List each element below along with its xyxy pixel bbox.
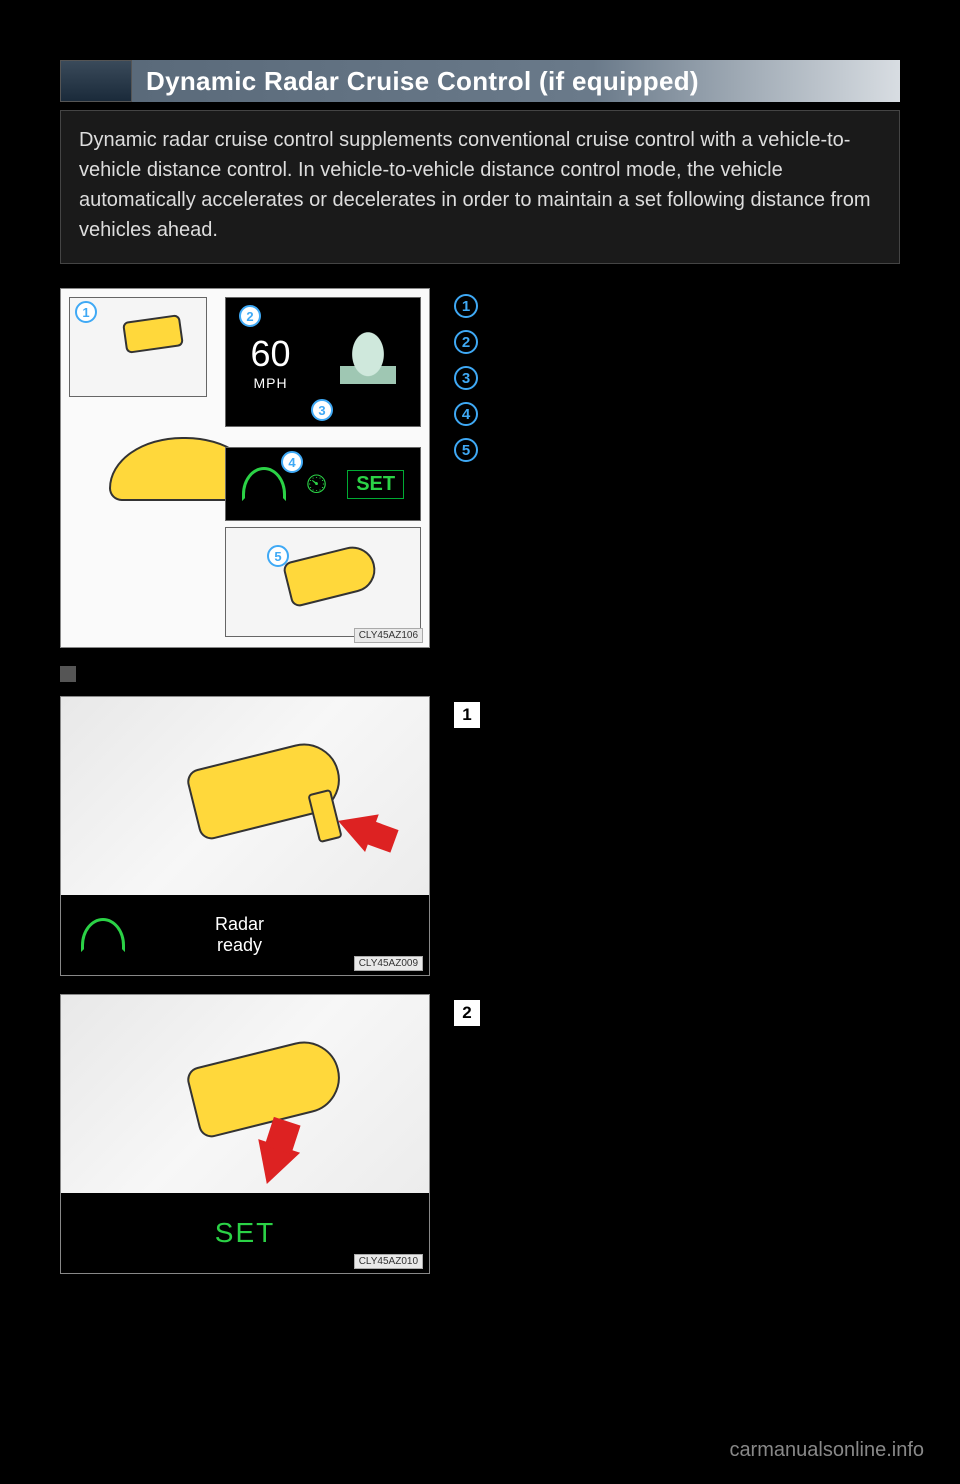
push-down-arrow-icon bbox=[246, 1139, 300, 1191]
diagram-callout-5: 5 bbox=[267, 545, 289, 567]
intro-text: Dynamic radar cruise control supplements… bbox=[79, 125, 881, 245]
radar-ready-icon bbox=[242, 467, 286, 501]
watermark: carmanualsonline.info bbox=[729, 1439, 924, 1462]
section-bullet-icon bbox=[60, 666, 76, 682]
callout-3: 3 bbox=[454, 366, 478, 390]
radar-ready-icon bbox=[81, 918, 125, 952]
diagram-callout-2: 2 bbox=[239, 305, 261, 327]
set-speed-value: 60 bbox=[250, 333, 290, 375]
step1-row: Radar ready CLY45AZ009 1 bbox=[60, 696, 900, 976]
step2-row: SET CLY45AZ010 2 bbox=[60, 994, 900, 1274]
overview-diagram-wrap: 1 60 MPH 2 3 ⏲ SET 4 5 CLY45AZ106 bbox=[60, 288, 430, 648]
diagram-callout-1: 1 bbox=[75, 301, 97, 323]
step-2-number: 2 bbox=[454, 1000, 480, 1026]
step1-diagram: Radar ready CLY45AZ009 bbox=[60, 696, 430, 976]
callout-5: 5 bbox=[454, 438, 478, 462]
diagram-callout-3: 3 bbox=[311, 399, 333, 421]
set-speed-readout: 60 MPH bbox=[250, 333, 290, 391]
title-bar: Dynamic Radar Cruise Control (if equippe… bbox=[60, 60, 900, 102]
image-code: CLY45AZ010 bbox=[354, 1254, 423, 1269]
title-thumbnail-icon bbox=[60, 60, 132, 102]
image-code: CLY45AZ106 bbox=[354, 628, 423, 643]
overview-row: 1 60 MPH 2 3 ⏲ SET 4 5 CLY45AZ106 bbox=[60, 288, 900, 648]
page-title: Dynamic Radar Cruise Control (if equippe… bbox=[146, 66, 699, 97]
step1-content: 1 bbox=[454, 696, 900, 976]
radar-ready-line1: Radar bbox=[215, 914, 264, 935]
step2-upper bbox=[61, 995, 429, 1195]
section-marker bbox=[60, 666, 900, 682]
step1-diagram-wrap: Radar ready CLY45AZ009 bbox=[60, 696, 430, 976]
intro-box: Dynamic radar cruise control supplements… bbox=[60, 110, 900, 264]
inset-cruise-lever bbox=[225, 527, 421, 637]
radar-ready-text: Radar ready bbox=[215, 914, 264, 955]
set-indicator-label: SET bbox=[347, 470, 404, 499]
title-band: Dynamic Radar Cruise Control (if equippe… bbox=[132, 60, 900, 102]
cruise-lever-icon bbox=[185, 1034, 348, 1140]
set-indicator-label: SET bbox=[215, 1217, 275, 1249]
press-arrow-icon bbox=[331, 802, 379, 852]
step2-content: 2 bbox=[454, 994, 900, 1274]
callout-4: 4 bbox=[454, 402, 478, 426]
cruise-indicator-icon: ⏲ bbox=[306, 468, 328, 501]
callout-1: 1 bbox=[454, 294, 478, 318]
step2-diagram: SET CLY45AZ010 bbox=[60, 994, 430, 1274]
diagram-callout-4: 4 bbox=[281, 451, 303, 473]
step1-upper bbox=[61, 697, 429, 897]
callout-2: 2 bbox=[454, 330, 478, 354]
cruise-lever-icon bbox=[282, 542, 380, 608]
callout-list: 1 2 3 4 5 bbox=[454, 288, 900, 648]
set-speed-unit: MPH bbox=[250, 375, 290, 391]
vehicle-ahead-icon bbox=[340, 323, 396, 401]
overview-diagram: 1 60 MPH 2 3 ⏲ SET 4 5 CLY45AZ106 bbox=[60, 288, 430, 648]
step2-diagram-wrap: SET CLY45AZ010 bbox=[60, 994, 430, 1274]
radar-ready-line2: ready bbox=[215, 935, 264, 956]
inset-indicators: ⏲ SET bbox=[225, 447, 421, 521]
image-code: CLY45AZ009 bbox=[354, 956, 423, 971]
step-1-number: 1 bbox=[454, 702, 480, 728]
